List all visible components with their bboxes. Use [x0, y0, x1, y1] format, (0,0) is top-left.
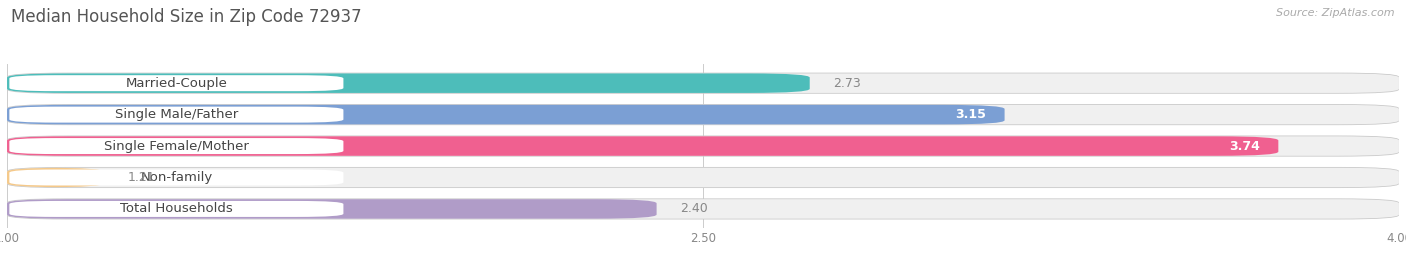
Text: Median Household Size in Zip Code 72937: Median Household Size in Zip Code 72937 — [11, 8, 361, 26]
Text: 2.73: 2.73 — [832, 77, 860, 90]
FancyBboxPatch shape — [10, 201, 343, 217]
FancyBboxPatch shape — [7, 105, 1004, 124]
FancyBboxPatch shape — [7, 136, 1399, 156]
Text: 3.74: 3.74 — [1229, 140, 1260, 152]
FancyBboxPatch shape — [7, 199, 657, 219]
FancyBboxPatch shape — [7, 73, 1399, 94]
FancyBboxPatch shape — [7, 199, 1399, 219]
FancyBboxPatch shape — [7, 105, 1399, 124]
FancyBboxPatch shape — [7, 136, 1278, 156]
Text: Total Households: Total Households — [120, 202, 233, 215]
FancyBboxPatch shape — [7, 136, 1399, 157]
FancyBboxPatch shape — [10, 138, 343, 154]
Text: Non-family: Non-family — [141, 171, 212, 184]
FancyBboxPatch shape — [10, 169, 343, 185]
Text: Single Female/Mother: Single Female/Mother — [104, 140, 249, 152]
FancyBboxPatch shape — [10, 107, 343, 123]
FancyBboxPatch shape — [7, 198, 1399, 219]
FancyBboxPatch shape — [7, 168, 104, 187]
FancyBboxPatch shape — [7, 167, 1399, 188]
Text: Married-Couple: Married-Couple — [125, 77, 228, 90]
FancyBboxPatch shape — [7, 73, 810, 93]
Text: Single Male/Father: Single Male/Father — [115, 108, 238, 121]
Text: Source: ZipAtlas.com: Source: ZipAtlas.com — [1277, 8, 1395, 18]
Text: 3.15: 3.15 — [955, 108, 986, 121]
Text: 2.40: 2.40 — [681, 202, 707, 215]
FancyBboxPatch shape — [7, 168, 1399, 187]
FancyBboxPatch shape — [7, 73, 1399, 93]
FancyBboxPatch shape — [7, 104, 1399, 125]
Text: 1.21: 1.21 — [128, 171, 155, 184]
FancyBboxPatch shape — [10, 75, 343, 91]
